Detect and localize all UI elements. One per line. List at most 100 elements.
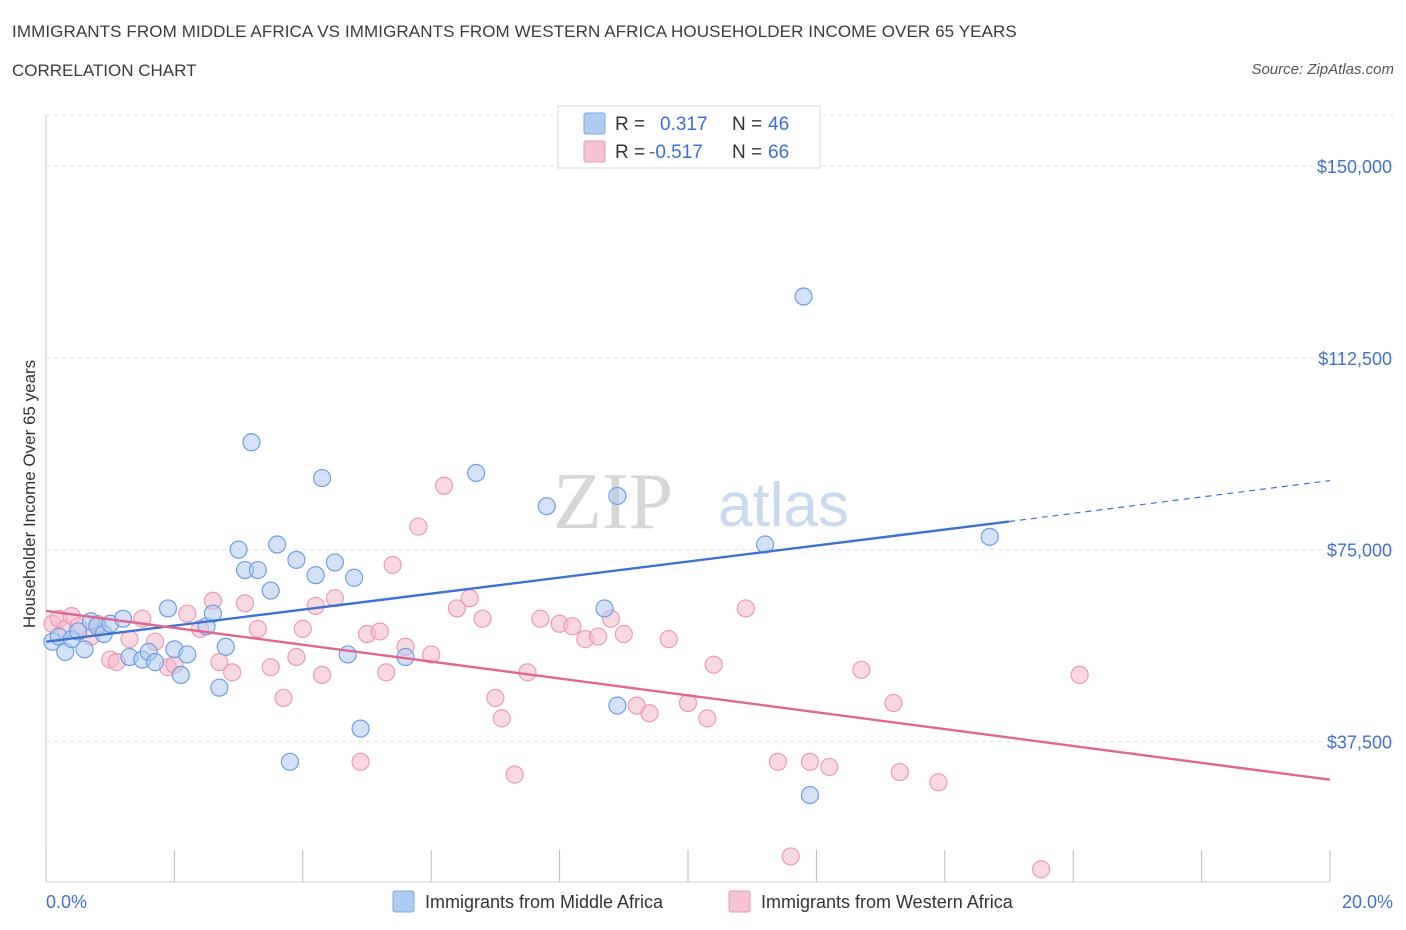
data-point-western-africa — [1070, 665, 1089, 685]
chart-subtitle: CORRELATION CHART — [12, 61, 197, 80]
data-point-middle-africa — [351, 719, 370, 738]
data-point-middle-africa — [325, 553, 344, 572]
data-point-western-africa — [492, 709, 511, 728]
y-tick-labels: $37,500 $75,000 $112,500 $150,000 — [1317, 157, 1392, 752]
trend-lines — [45, 480, 1331, 781]
data-point-western-africa — [377, 663, 396, 682]
legend-swatch-blue — [583, 112, 606, 135]
data-point-western-africa — [287, 647, 306, 667]
data-point-western-africa — [447, 599, 466, 618]
data-point-middle-africa — [68, 622, 88, 641]
data-point-western-africa — [505, 765, 524, 784]
legend-n-label-blue: N = — [732, 114, 762, 135]
data-point-middle-africa — [312, 468, 332, 488]
chart-title: IMMIGRANTS FROM MIDDLE AFRICA VS IMMIGRA… — [12, 22, 1017, 41]
data-point-western-africa — [409, 517, 428, 536]
data-point-middle-africa — [216, 637, 235, 656]
data-point-middle-africa — [345, 568, 364, 587]
data-point-western-africa — [531, 609, 550, 628]
data-point-western-africa — [210, 653, 229, 672]
data-point-western-africa — [852, 660, 871, 679]
data-point-western-africa — [736, 599, 755, 618]
data-point-western-africa — [614, 624, 633, 644]
data-point-western-africa — [422, 645, 441, 664]
data-point-middle-africa — [537, 497, 556, 516]
data-point-middle-africa — [178, 645, 197, 664]
legend-n-label-pink: N = — [732, 142, 762, 163]
bottom-legend-swatch-pink — [728, 890, 751, 913]
data-point-western-africa — [312, 665, 332, 685]
data-point-western-africa — [235, 594, 255, 613]
data-point-middle-africa — [595, 599, 614, 618]
data-point-western-africa — [884, 693, 903, 713]
data-point-middle-africa — [158, 599, 178, 618]
data-point-middle-africa — [287, 550, 306, 569]
data-point-western-africa — [589, 627, 608, 646]
y-tick-label: $75,000 — [1327, 541, 1392, 561]
data-point-middle-africa — [608, 696, 627, 715]
data-point-western-africa — [890, 762, 909, 782]
legend-n-value-pink: 66 — [768, 142, 789, 163]
data-point-middle-africa — [268, 535, 287, 554]
data-point-western-africa — [178, 604, 197, 623]
bottom-legend: Immigrants from Middle Africa Immigrants… — [392, 890, 1014, 913]
x-tick-labels: 0.0% 20.0% — [46, 892, 1393, 912]
source-label: Source: ZipAtlas.com — [1251, 61, 1394, 78]
data-point-western-africa — [659, 630, 678, 649]
y-axis-title: Householder Income Over 65 years — [20, 360, 39, 628]
data-point-western-africa — [306, 596, 325, 615]
trend-line-middle-africa — [45, 520, 1010, 643]
data-point-western-africa — [929, 773, 948, 792]
data-point-western-africa — [274, 688, 293, 708]
axes — [45, 115, 1331, 883]
data-point-middle-africa — [248, 560, 267, 580]
watermark: ZIP atlas — [553, 458, 849, 546]
data-point-western-africa — [698, 709, 717, 728]
data-point-western-africa — [351, 752, 370, 771]
data-point-western-africa — [800, 752, 820, 771]
data-point-middle-africa — [146, 653, 165, 672]
data-point-western-africa — [1031, 860, 1051, 879]
data-point-western-africa — [704, 655, 723, 674]
data-point-middle-africa — [608, 486, 627, 506]
data-point-western-africa — [486, 688, 505, 708]
data-point-western-africa — [383, 555, 402, 575]
legend-n-value-blue: 46 — [768, 114, 789, 135]
data-point-middle-africa — [210, 678, 229, 697]
data-point-middle-africa — [306, 566, 325, 585]
data-point-middle-africa — [980, 527, 999, 546]
data-point-middle-africa — [794, 287, 813, 306]
data-point-western-africa — [473, 609, 492, 628]
data-point-western-africa — [768, 752, 787, 771]
data-point-western-africa — [460, 589, 479, 608]
data-point-middle-africa — [280, 752, 300, 771]
trend-line-middle-africa-extension — [1008, 480, 1331, 523]
series-middle-africa-points — [43, 287, 999, 805]
trend-line-western-africa — [45, 609, 1331, 781]
x-tick-label-max: 20.0% — [1342, 892, 1393, 912]
legend-r-value-blue: 0.317 — [660, 114, 708, 135]
legend-r-label-blue: R = — [615, 114, 645, 135]
y-tick-label: $112,500 — [1318, 349, 1392, 369]
y-tick-label: $37,500 — [1327, 732, 1392, 752]
data-point-western-africa — [434, 476, 454, 495]
data-point-middle-africa — [113, 609, 133, 628]
bottom-legend-swatch-blue — [392, 890, 415, 913]
data-point-middle-africa — [800, 785, 820, 805]
data-point-middle-africa — [75, 640, 94, 659]
data-point-western-africa — [563, 617, 582, 636]
x-tick-label-min: 0.0% — [46, 892, 87, 912]
data-point-middle-africa — [261, 581, 280, 600]
watermark-atlas: atlas — [718, 471, 849, 540]
data-point-western-africa — [640, 704, 659, 723]
data-point-middle-africa — [467, 463, 486, 483]
data-point-middle-africa — [229, 540, 248, 559]
legend: R = 0.317 N = 46 R = -0.517 N = 66 — [557, 105, 821, 169]
legend-r-label-pink: R = — [615, 142, 645, 163]
data-point-middle-africa — [338, 645, 357, 664]
bottom-legend-label-pink: Immigrants from Western Africa — [761, 892, 1014, 912]
legend-r-value-pink: -0.517 — [649, 142, 703, 163]
grid-lines — [46, 114, 1395, 742]
data-point-middle-africa — [242, 433, 261, 452]
